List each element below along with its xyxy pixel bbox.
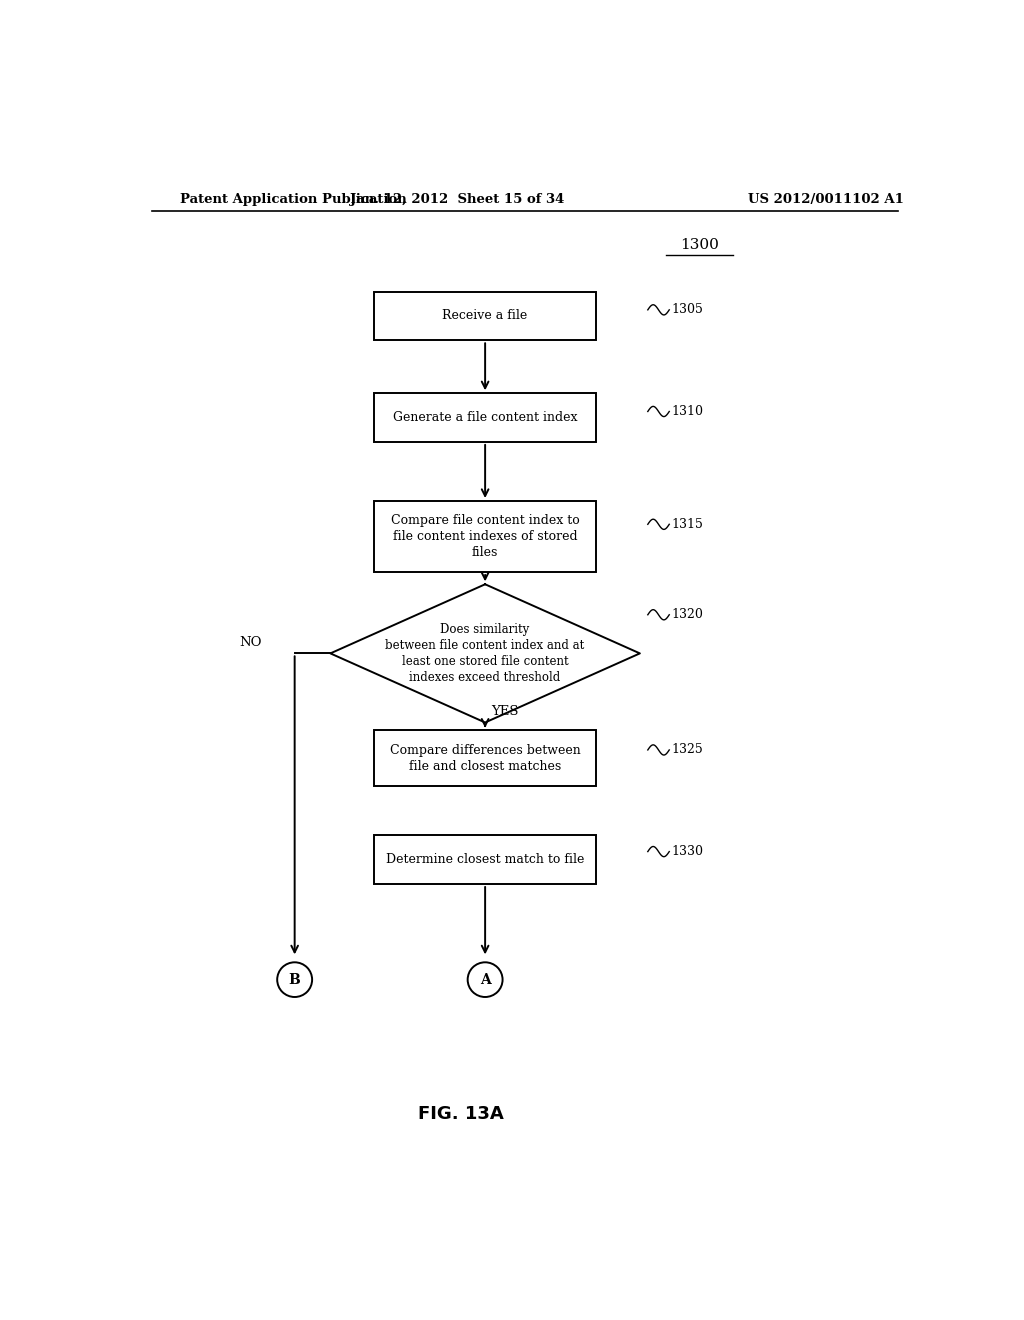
Text: 1305: 1305 [672, 304, 703, 317]
Text: B: B [289, 973, 300, 986]
Text: Does similarity
between file content index and at
least one stored file content
: Does similarity between file content ind… [385, 623, 585, 684]
Text: 1310: 1310 [672, 405, 703, 418]
Polygon shape [331, 585, 640, 722]
Text: 1315: 1315 [672, 517, 703, 531]
Text: A: A [480, 973, 490, 986]
Text: US 2012/0011102 A1: US 2012/0011102 A1 [749, 193, 904, 206]
Text: 1330: 1330 [672, 845, 703, 858]
Text: Patent Application Publication: Patent Application Publication [179, 193, 407, 206]
Bar [374, 393, 596, 442]
Text: Jan. 12, 2012  Sheet 15 of 34: Jan. 12, 2012 Sheet 15 of 34 [350, 193, 564, 206]
Text: 1325: 1325 [672, 743, 703, 756]
Bar [374, 292, 596, 341]
Text: 1300: 1300 [680, 238, 719, 252]
Text: Compare file content index to
file content indexes of stored
files: Compare file content index to file conte… [391, 513, 580, 558]
Bar [374, 500, 596, 572]
Text: 1320: 1320 [672, 609, 703, 622]
Bar [374, 730, 596, 785]
Text: Compare differences between
file and closest matches: Compare differences between file and clo… [390, 743, 581, 772]
Text: Determine closest match to file: Determine closest match to file [386, 853, 585, 866]
Text: YES: YES [492, 705, 519, 718]
Text: Receive a file: Receive a file [442, 309, 527, 322]
Text: NO: NO [240, 636, 262, 648]
Text: Generate a file content index: Generate a file content index [393, 411, 578, 424]
Bar [374, 836, 596, 884]
Text: FIG. 13A: FIG. 13A [419, 1105, 504, 1123]
